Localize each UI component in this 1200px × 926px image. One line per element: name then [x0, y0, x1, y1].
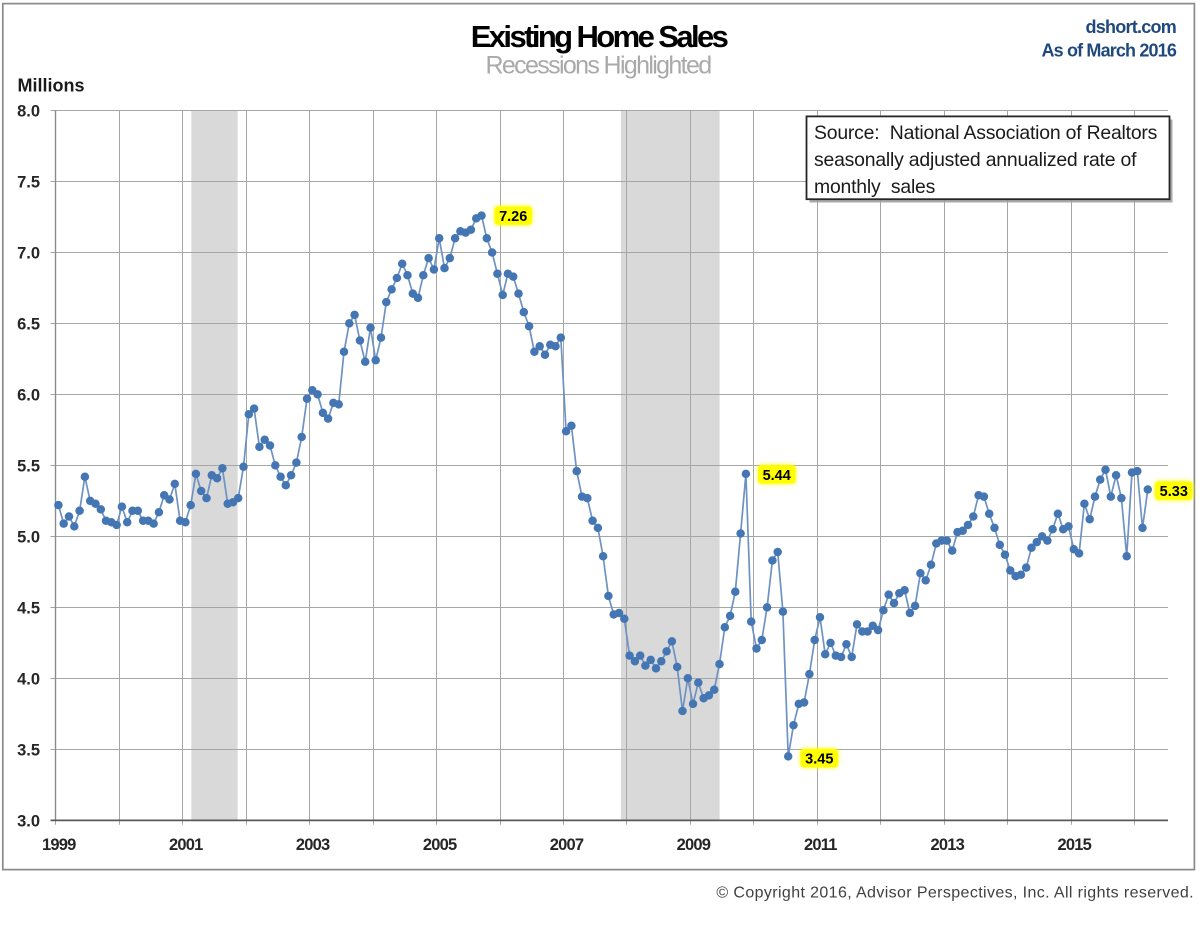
svg-text:4.5: 4.5 [17, 599, 40, 617]
svg-text:5.44: 5.44 [763, 468, 791, 484]
svg-text:3.5: 3.5 [17, 741, 40, 759]
svg-text:3.45: 3.45 [805, 752, 833, 768]
svg-text:Millions: Millions [18, 76, 85, 96]
svg-text:Recessions Highlighted: Recessions Highlighted [486, 52, 712, 80]
svg-text:seasonally adjusted annualized: seasonally adjusted annualized rate of [814, 149, 1137, 171]
svg-text:4.0: 4.0 [17, 670, 40, 688]
svg-text:7.5: 7.5 [17, 174, 40, 192]
svg-text:1999: 1999 [42, 836, 76, 854]
svg-text:5.5: 5.5 [17, 457, 40, 475]
svg-text:8.0: 8.0 [17, 103, 40, 121]
svg-text:5.0: 5.0 [17, 528, 40, 546]
svg-text:2001: 2001 [169, 836, 203, 854]
svg-text:7.26: 7.26 [499, 209, 527, 225]
svg-text:3.0: 3.0 [17, 812, 40, 830]
svg-text:monthly sales: monthly sales [814, 176, 935, 198]
svg-text:2013: 2013 [930, 836, 964, 854]
svg-text:6.0: 6.0 [17, 386, 40, 404]
svg-text:7.0: 7.0 [17, 245, 40, 263]
svg-text:As of March 2016: As of March 2016 [1042, 41, 1177, 61]
svg-text:2011: 2011 [804, 836, 837, 854]
svg-text:© Copyright 2016, Advisor Pers: © Copyright 2016, Advisor Perspectives, … [716, 885, 1194, 902]
svg-text:2003: 2003 [296, 836, 330, 854]
svg-text:5.33: 5.33 [1160, 484, 1188, 500]
svg-text:2015: 2015 [1057, 836, 1091, 854]
svg-text:6.5: 6.5 [17, 315, 40, 333]
svg-text:Existing Home Sales: Existing Home Sales [471, 19, 728, 54]
svg-text:dshort.com: dshort.com [1085, 17, 1176, 37]
svg-text:2007: 2007 [550, 836, 584, 854]
svg-text:2009: 2009 [677, 836, 711, 854]
svg-text:2005: 2005 [423, 836, 457, 854]
svg-text:Source: National Association: Source: National Association of Realtors [814, 122, 1157, 144]
